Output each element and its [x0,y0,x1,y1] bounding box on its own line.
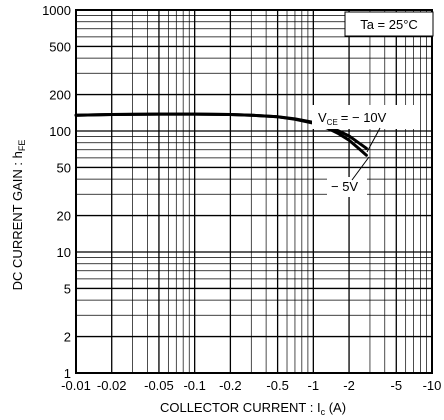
temperature-box: Ta = 25°C [344,11,434,37]
x-tick-label: -0.1 [183,378,205,393]
y-axis-title-subscript: FE [17,140,27,152]
temperature-label: Ta = 25°C [360,17,418,32]
y-tick-label: 20 [57,209,71,224]
plot-frame [75,9,433,374]
vce-5v-label: − 5V [331,179,358,194]
vce-10v-annotation: VCE = − 10V [312,105,417,153]
series-line-2 [74,112,368,157]
y-tick-label: 5 [64,281,71,296]
vce-10v-leader [366,127,381,153]
x-tick-label: -5 [390,378,402,393]
tick-labels: -0.01 -0.02 -0.05 -0.1 -0.2 -0.5 -1 -2 -5 -10 1 2 5 1… [42,3,441,393]
y-tick-label: 1000 [42,3,71,18]
vce-5v-leader [351,156,370,181]
y-tick-label: 200 [49,88,71,103]
x-tick-label: -0.01 [61,378,91,393]
x-tick-label: -0.2 [219,378,241,393]
series-curves [74,112,368,157]
y-tick-label: 100 [49,124,71,139]
y-tick-label: 2 [64,330,71,345]
x-tick-label: -0.05 [144,378,174,393]
vce-5v-annotation: − 5V [327,156,370,197]
x-tick-label: -0.5 [266,378,288,393]
x-tick-label: -10 [423,378,442,393]
grid [75,10,432,374]
vce-label: VCE = − 10V [318,110,387,127]
y-tick-label: 10 [57,245,71,260]
x-tick-label: -0.02 [97,378,127,393]
y-axis-title: DC CURRENT GAIN : hFE [10,140,27,291]
x-tick-label: -1 [308,378,320,393]
x-axis-title-subscript: c [321,407,326,417]
y-tick-label: 500 [49,39,71,54]
y-tick-label: 50 [57,160,71,175]
y-tick-label: 1 [64,366,71,381]
x-axis-title: COLLECTOR CURRENT : Ic (A) [160,400,346,417]
x-tick-label: -2 [343,378,355,393]
